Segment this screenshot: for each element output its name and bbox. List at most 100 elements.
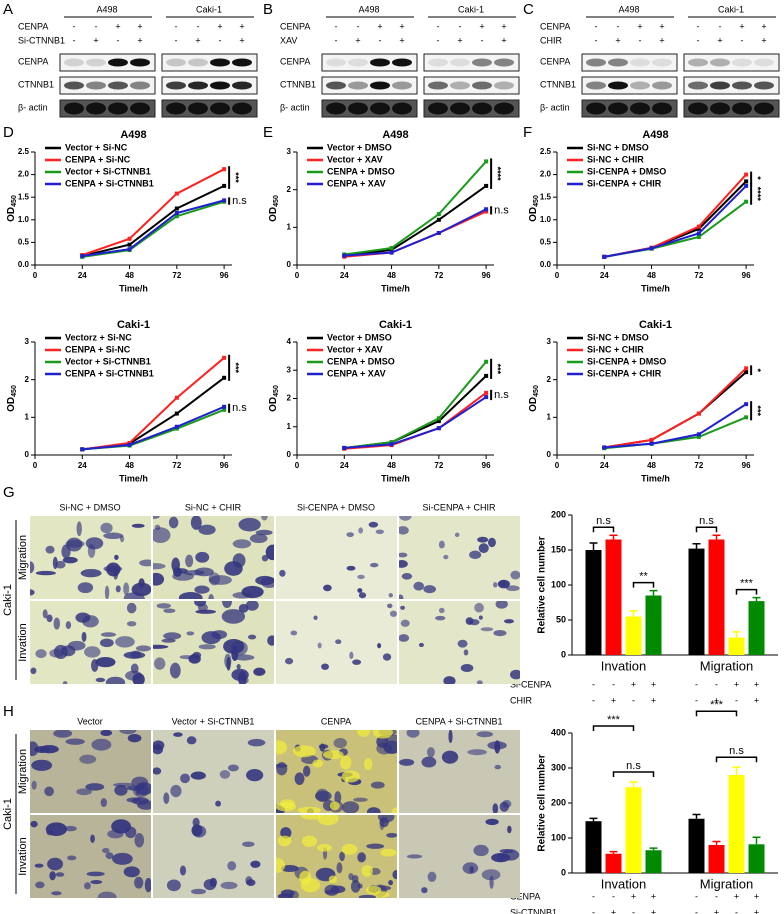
y-axis-label-main: OD [268, 207, 279, 222]
cell [353, 797, 368, 802]
image-column-label: Vector + Si-CTNNB1 [172, 716, 255, 726]
stain [361, 865, 373, 877]
cell [336, 862, 343, 874]
stain [312, 759, 324, 768]
sig-bracket [592, 725, 635, 731]
cell [341, 801, 360, 813]
cell [198, 524, 216, 535]
sig-bracket [715, 756, 758, 763]
y-tick-label: 2.5 [18, 147, 30, 156]
sign: - [715, 679, 718, 689]
micrograph [153, 815, 274, 898]
band-label: CENPA [540, 56, 570, 66]
sign: - [695, 907, 698, 914]
image-column-label: CENPA + Si-CTNNB1 [415, 716, 502, 726]
cell [45, 545, 55, 554]
sign: - [697, 35, 700, 45]
point [484, 183, 489, 188]
cell [401, 573, 413, 580]
cell [51, 891, 62, 896]
point [649, 246, 654, 251]
y-tick-label: 0 [25, 450, 30, 459]
band-label: β- actin [18, 102, 48, 112]
cell [49, 871, 56, 881]
cell [107, 829, 124, 839]
cell [267, 635, 274, 646]
legend-label: Vector + Si-NC [65, 142, 128, 152]
sig-label: * [753, 368, 763, 372]
cell [90, 879, 103, 885]
sign: + [754, 695, 759, 705]
error-bar [752, 836, 761, 845]
point [342, 253, 347, 258]
sign: - [617, 21, 620, 31]
y-tick-label: 100 [551, 832, 566, 842]
cell [392, 870, 397, 880]
series-line [82, 405, 225, 451]
y-tick-label: 3 [287, 365, 292, 374]
cell [280, 827, 292, 839]
band [586, 102, 606, 115]
sign: + [651, 907, 656, 914]
cell [97, 891, 117, 898]
sign: - [695, 891, 698, 901]
band [732, 58, 752, 67]
band [166, 81, 186, 90]
point [436, 426, 441, 431]
sign: + [137, 35, 142, 45]
x-tick-label: 96 [742, 271, 751, 280]
sign: - [741, 35, 744, 45]
cell [166, 879, 181, 892]
cell [454, 532, 460, 537]
legend-label: CENPA + DMSO [327, 166, 395, 176]
sign: - [592, 695, 595, 705]
sign: + [637, 21, 642, 31]
sign: + [399, 21, 404, 31]
cell [245, 601, 259, 611]
cell [438, 607, 445, 614]
sign: + [457, 35, 462, 45]
panel-label: H [3, 703, 14, 720]
cell [245, 876, 253, 885]
error-bar [629, 781, 638, 788]
sign: + [239, 21, 244, 31]
point [389, 442, 394, 447]
stain [372, 730, 393, 739]
band [130, 81, 150, 90]
sign: + [377, 21, 382, 31]
sign: - [719, 21, 722, 31]
cell [487, 537, 496, 548]
x-tick-label: 0 [33, 271, 38, 280]
stain [341, 843, 358, 855]
cell [379, 817, 389, 828]
y-tick-label: 2 [287, 394, 292, 403]
stain [300, 815, 322, 820]
blot [59, 99, 156, 118]
sign: - [735, 907, 738, 914]
cell [227, 764, 239, 772]
series-line [82, 199, 225, 257]
cell [314, 790, 332, 802]
cell [476, 680, 483, 684]
point [80, 447, 85, 452]
point [127, 442, 132, 447]
micrograph [30, 516, 151, 599]
legend-label: CENPA + DMSO [327, 356, 395, 366]
blot [683, 99, 780, 118]
cell [280, 889, 295, 897]
cell [290, 630, 298, 636]
cell [222, 601, 233, 609]
x-axis-label: Time/h [119, 473, 148, 483]
x-tick-label: 96 [482, 271, 491, 280]
cell [427, 871, 437, 882]
bar [605, 853, 622, 873]
cell [232, 592, 253, 599]
cell [421, 756, 437, 768]
cell [318, 744, 329, 749]
series-line [344, 208, 487, 257]
cell [383, 740, 397, 754]
point [744, 415, 749, 420]
cell [186, 631, 195, 636]
sig-label: *** [231, 363, 241, 374]
series-line [344, 392, 487, 450]
